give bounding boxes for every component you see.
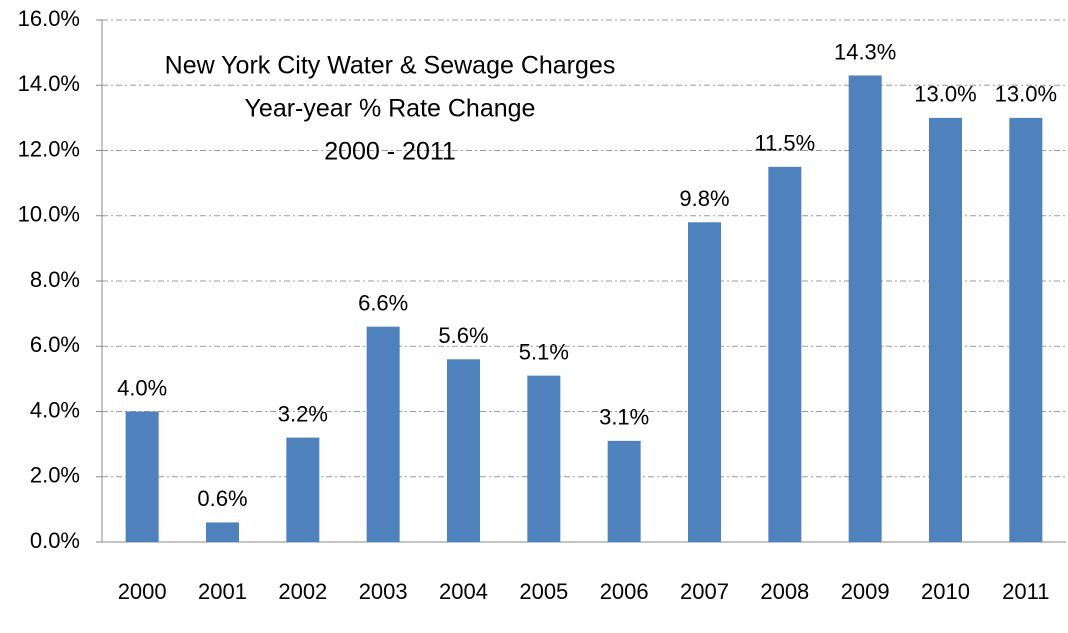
value-label: 9.8%: [679, 186, 729, 211]
y-tick-label: 10.0%: [18, 202, 80, 227]
bar: [688, 222, 721, 542]
bar: [447, 359, 480, 542]
value-label: 5.1%: [519, 339, 569, 364]
value-label: 13.0%: [995, 82, 1057, 107]
y-tick-label: 12.0%: [18, 136, 80, 161]
x-tick-label: 2010: [921, 579, 970, 604]
value-label: 13.0%: [914, 82, 976, 107]
x-tick-label: 2009: [841, 579, 890, 604]
value-label: 6.6%: [358, 290, 408, 315]
value-label: 3.2%: [278, 401, 328, 426]
bar: [286, 437, 320, 542]
y-tick-label: 8.0%: [30, 267, 80, 292]
y-tick-label: 14.0%: [18, 71, 80, 96]
value-label: 11.5%: [754, 131, 815, 156]
x-tick-label: 2000: [118, 579, 167, 604]
value-label: 5.6%: [438, 323, 488, 348]
bar: [607, 440, 641, 542]
chart-title: Year-year % Rate Change: [245, 95, 536, 123]
bar: [366, 326, 400, 542]
x-tick-label: 2006: [600, 579, 649, 604]
chart-title: New York City Water & Sewage Charges: [165, 52, 616, 80]
x-tick-label: 2005: [519, 579, 568, 604]
value-label: 3.1%: [599, 405, 649, 430]
value-label: 4.0%: [117, 375, 167, 400]
y-tick-label: 0.0%: [30, 528, 80, 553]
bar: [206, 522, 239, 542]
bar: [929, 117, 962, 542]
x-tick-label: 2004: [439, 579, 488, 604]
x-tick-label: 2002: [278, 579, 327, 604]
x-tick-label: 2007: [680, 579, 729, 604]
y-tick-label: 2.0%: [30, 463, 80, 488]
bar: [527, 375, 561, 542]
bar: [125, 411, 159, 542]
x-tick-label: 2001: [198, 579, 247, 604]
y-tick-label: 16.0%: [18, 6, 80, 31]
value-label: 0.6%: [197, 486, 247, 511]
x-tick-label: 2011: [1002, 579, 1049, 604]
bar: [768, 166, 802, 542]
y-tick-label: 6.0%: [30, 332, 80, 357]
bar: [1009, 117, 1043, 542]
value-label: 14.3%: [834, 39, 896, 64]
x-tick-label: 2003: [359, 579, 408, 604]
x-tick-label: 2008: [760, 579, 809, 604]
chart-title: 2000 - 2011: [324, 138, 456, 166]
bar: [848, 75, 882, 543]
y-tick-label: 4.0%: [30, 397, 80, 422]
